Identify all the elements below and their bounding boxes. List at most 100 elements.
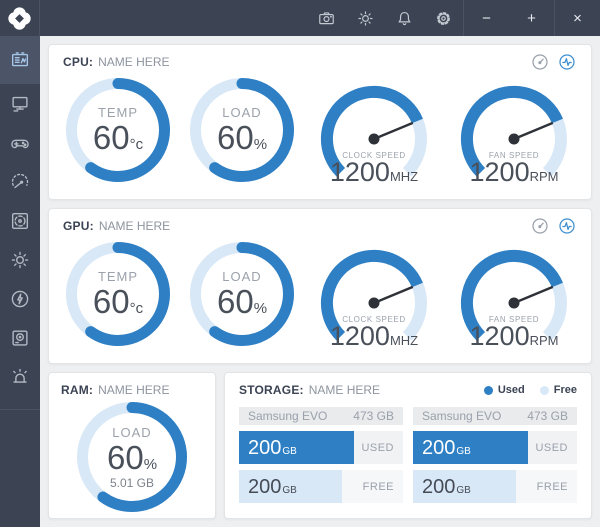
- gauge-unit: RPM: [529, 168, 559, 184]
- sidebar: [0, 36, 40, 527]
- gauge-label: LOAD: [112, 424, 152, 440]
- drive-1: Samsung EVO 473 GB 200 GB USED 200 GB FREE: [239, 407, 403, 503]
- cpu-card-header: CPU: NAME HERE: [63, 54, 577, 70]
- topbar-camera-button[interactable]: [307, 0, 346, 36]
- legend-label: Used: [497, 384, 525, 396]
- titlebar-separator: [463, 0, 464, 36]
- ram-card-subtitle: NAME HERE: [98, 383, 170, 397]
- app-logo: [0, 0, 40, 36]
- legend-label: Free: [553, 384, 577, 396]
- gauge-label: FAN SPEED: [488, 150, 540, 160]
- cpu-view-toggles: [530, 52, 577, 72]
- fan-speed-gauge: FAN SPEED 1200RPM: [453, 237, 575, 351]
- camera-icon: [317, 9, 336, 28]
- free-bar: 200 GB: [413, 470, 517, 503]
- clock-speed-gauge: CLOCK SPEED 1200MHZ: [313, 73, 435, 187]
- fan-speed-gauge: FAN SPEED 1200RPM: [453, 73, 575, 187]
- sidebar-item-benchmark[interactable]: [0, 162, 40, 201]
- close-button[interactable]: ×: [573, 9, 582, 27]
- settings-icon: [434, 9, 453, 28]
- used-label: USED: [535, 441, 568, 454]
- free-bar: 200 GB: [239, 470, 343, 503]
- logo-icon: [8, 6, 31, 30]
- load-gauge: LOAD 60%: [189, 241, 295, 347]
- titlebar-icon-group: [307, 0, 463, 36]
- storage-card: STORAGE: NAME HERE Used Free Samsung EVO …: [224, 372, 592, 519]
- gauge-view-toggle[interactable]: [530, 52, 550, 72]
- gauge-value: 60%: [216, 119, 268, 156]
- load-gauge: LOAD 60% 5.01 GB: [76, 401, 188, 513]
- gauge-value: 1200RPM: [469, 156, 559, 187]
- free-unit: GB: [282, 484, 297, 496]
- gauge-unit: °c: [129, 136, 144, 153]
- storage-card-title: STORAGE:: [239, 383, 304, 397]
- used-unit: GB: [282, 445, 297, 457]
- legend-dot-icon: [483, 385, 493, 395]
- free-unit: GB: [456, 484, 471, 496]
- maximize-button[interactable]: +: [527, 9, 536, 27]
- gauge-view-toggle[interactable]: [530, 216, 550, 236]
- brightness-icon: [356, 9, 375, 28]
- used-value: 200: [422, 436, 456, 459]
- titlebar: − + ×: [0, 0, 600, 36]
- cpu-card: CPU: NAME HERE TEMP 60°c LOAD 60%: [48, 44, 592, 200]
- free-label: FREE: [536, 480, 568, 493]
- gauge-unit: MHZ: [389, 168, 419, 184]
- gpu-view-toggles: [530, 216, 577, 236]
- gauge-unit: %: [253, 300, 268, 317]
- titlebar-spacer: [40, 0, 307, 36]
- free-value: 200: [248, 475, 282, 498]
- ram-card-title: RAM:: [61, 383, 94, 397]
- gauge-subvalue: 5.01 GB: [109, 475, 155, 490]
- gauge-value: 1200MHZ: [329, 320, 419, 351]
- used-label: USED: [361, 441, 394, 454]
- storage-card-header: STORAGE: NAME HERE Used Free: [239, 382, 577, 398]
- gauge-unit: °c: [129, 300, 144, 317]
- clock-speed-gauge: CLOCK SPEED 1200MHZ: [313, 237, 435, 351]
- storage-card-subtitle: NAME HERE: [308, 383, 381, 397]
- storage-legend: Used Free: [483, 384, 577, 396]
- sidebar-item-brightness[interactable]: [0, 240, 40, 279]
- load-gauge: LOAD 60%: [189, 77, 295, 183]
- legend-used: Used: [483, 384, 525, 396]
- gpu-card-subtitle: NAME HERE: [98, 219, 171, 233]
- used-unit: GB: [456, 445, 471, 457]
- topbar-notifications-button[interactable]: [385, 0, 424, 36]
- free-label: FREE: [362, 480, 394, 493]
- drive-name: Samsung EVO: [248, 409, 328, 423]
- drive-name: Samsung EVO: [422, 409, 502, 423]
- sidebar-item-storage[interactable]: [0, 318, 40, 357]
- ram-card: RAM: NAME HERE LOAD 60% 5.01 GB: [48, 372, 216, 519]
- graph-view-toggle[interactable]: [557, 52, 577, 72]
- sidebar-item-cooling[interactable]: [0, 201, 40, 240]
- gpu-card-header: GPU: NAME HERE: [63, 218, 577, 234]
- gauge-value: 1200RPM: [469, 320, 559, 351]
- topbar-brightness-button[interactable]: [346, 0, 385, 36]
- temp-gauge: TEMP 60°c: [65, 77, 171, 183]
- gauge-label: LOAD: [222, 105, 262, 120]
- graph-view-toggle[interactable]: [557, 216, 577, 236]
- gauge-value: 60°c: [92, 119, 144, 156]
- drive-header: Samsung EVO 473 GB: [413, 407, 577, 425]
- cooling-icon: [9, 210, 31, 232]
- storage-icon: [9, 327, 31, 349]
- topbar-settings-button[interactable]: [424, 0, 463, 36]
- sidebar-item-pc[interactable]: [0, 84, 40, 123]
- drive-capacity: 473 GB: [353, 409, 394, 423]
- sidebar-item-dashboard[interactable]: [0, 36, 40, 84]
- bottom-row: RAM: NAME HERE LOAD 60% 5.01 GB STORAGE:…: [48, 372, 592, 519]
- drive-2: Samsung EVO 473 GB 200 GB USED 200 GB FREE: [413, 407, 577, 503]
- sidebar-item-games[interactable]: [0, 123, 40, 162]
- drive-free-row: 200 GB FREE: [239, 470, 403, 503]
- gauge-label: TEMP: [97, 105, 139, 120]
- power-icon: [9, 288, 31, 310]
- gauge-value: 60%: [106, 438, 158, 476]
- minimize-button[interactable]: −: [482, 9, 491, 27]
- dashboard: CPU: NAME HERE TEMP 60°c LOAD 60%: [40, 36, 600, 527]
- cpu-gauge-row: TEMP 60°c LOAD 60% CLOCK SPEED 1200MHZ F…: [63, 70, 577, 189]
- cpu-card-title: CPU:: [63, 55, 94, 69]
- sidebar-item-power[interactable]: [0, 279, 40, 318]
- gauge-label: TEMP: [97, 269, 139, 284]
- sidebar-item-alerts[interactable]: [0, 357, 40, 396]
- gauge-label: CLOCK SPEED: [342, 150, 406, 160]
